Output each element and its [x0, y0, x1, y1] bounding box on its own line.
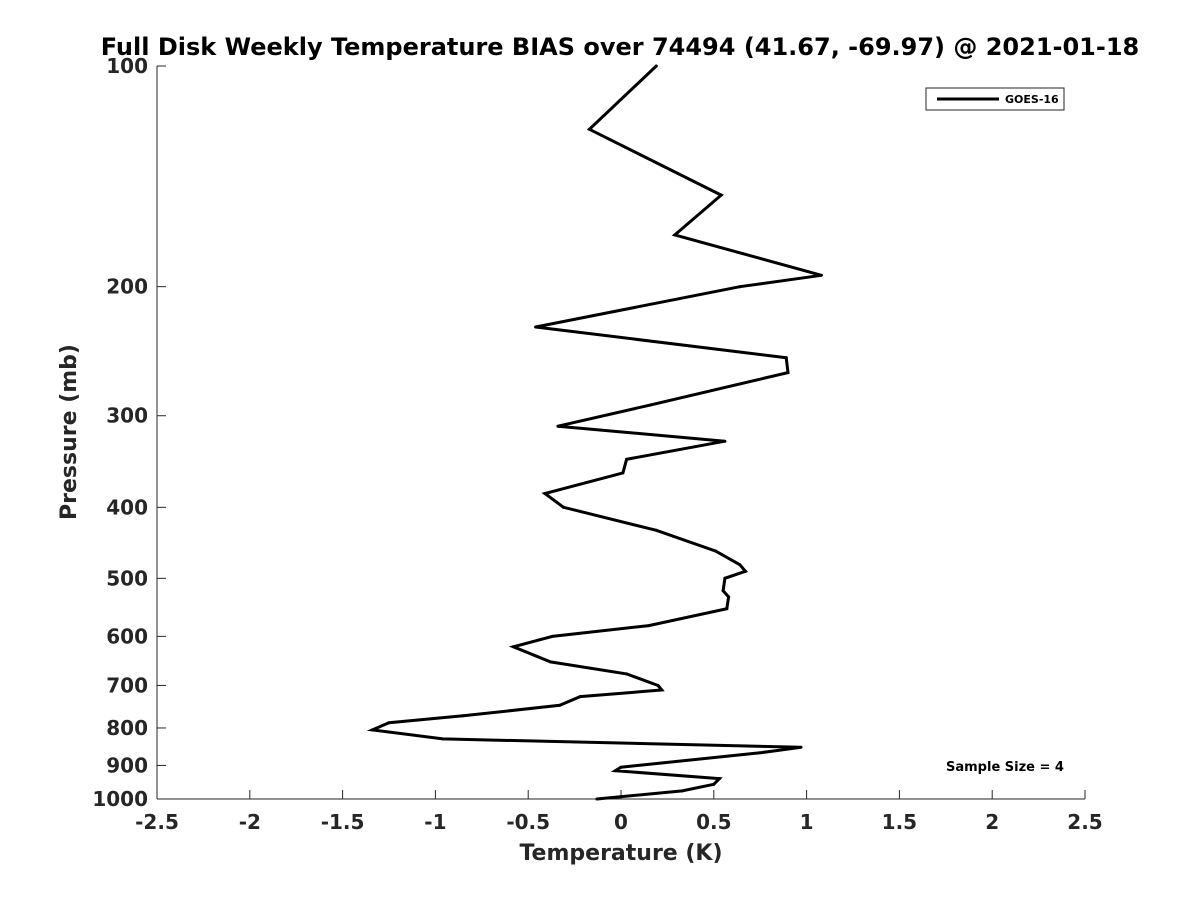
data-point — [370, 728, 374, 732]
data-point — [649, 403, 653, 407]
data-point — [784, 356, 788, 360]
y-tick-label: 500 — [106, 566, 148, 590]
data-point — [714, 549, 718, 553]
chart-title: Full Disk Weekly Temperature BIAS over 7… — [101, 33, 1140, 61]
y-tick-label: 200 — [106, 275, 148, 299]
data-point — [660, 688, 664, 692]
y-ticks: 100 200 300 400 500 600 700 800 900 1000 — [92, 54, 166, 811]
x-tick-label: 0.5 — [696, 810, 731, 834]
data-point — [543, 492, 547, 495]
data-point — [723, 576, 727, 580]
y-tick-label: 800 — [106, 716, 148, 740]
data-point — [595, 797, 599, 801]
data-point — [621, 471, 625, 475]
data-point — [549, 660, 552, 664]
data-point — [725, 607, 729, 611]
data-point — [719, 193, 723, 197]
data-point — [647, 624, 651, 628]
data-point — [558, 703, 562, 707]
data-point — [587, 127, 591, 131]
data-points — [370, 64, 823, 801]
data-point — [680, 789, 684, 793]
x-tick-label: -2 — [239, 810, 261, 834]
data-point — [534, 325, 538, 329]
y-tick-label: 100 — [106, 54, 148, 78]
data-point — [723, 439, 727, 443]
x-tick-label: -0.5 — [506, 810, 550, 834]
y-tick-label: 600 — [106, 624, 148, 648]
x-ticks: -2.5 -2 -1.5 -1 -0.5 0 0.5 1 1.5 2 2.5 — [135, 790, 1103, 834]
data-point — [717, 777, 721, 781]
data-point — [738, 285, 742, 289]
data-point — [613, 769, 617, 773]
x-tick-label: 1 — [800, 810, 814, 834]
data-point — [578, 695, 582, 699]
data-point — [799, 745, 803, 749]
y-tick-label: 400 — [106, 495, 148, 519]
y-tick-label: 300 — [106, 404, 148, 428]
data-point — [727, 595, 731, 599]
x-tick-label: 0 — [614, 810, 628, 834]
y-axis-label: Pressure (mb) — [57, 344, 82, 520]
y-tick-label: 1000 — [92, 787, 148, 811]
data-point — [819, 273, 823, 277]
legend-entry-label: GOES-16 — [1005, 93, 1059, 106]
y-tick-label: 900 — [106, 753, 148, 777]
data-point — [387, 721, 391, 725]
x-tick-label: -1 — [424, 810, 446, 834]
x-tick-label: 1.5 — [882, 810, 917, 834]
data-point — [738, 563, 742, 567]
sample-size-annotation: Sample Size = 4 — [946, 760, 1064, 775]
data-point — [619, 765, 623, 769]
data-point — [654, 528, 658, 532]
data-point — [673, 233, 677, 237]
x-tick-label: 2.5 — [1067, 810, 1102, 834]
data-point — [721, 589, 725, 593]
data-point — [625, 457, 629, 461]
y-tick-label: 700 — [106, 673, 148, 697]
data-point — [743, 569, 747, 573]
data-point — [758, 751, 762, 755]
data-point — [786, 371, 790, 375]
data-point — [550, 634, 554, 638]
data-point — [556, 424, 560, 428]
data-point — [562, 505, 565, 509]
data-point — [511, 645, 515, 649]
data-point — [441, 737, 445, 741]
data-point — [656, 684, 660, 687]
x-tick-label: 2 — [985, 810, 999, 834]
x-tick-label: -2.5 — [135, 810, 179, 834]
data-point — [625, 672, 629, 676]
legend: GOES-16 — [925, 87, 1065, 111]
data-point — [654, 64, 658, 68]
x-axis-label: Temperature (K) — [519, 841, 722, 866]
x-tick-label: -1.5 — [321, 810, 365, 834]
data-point — [461, 714, 465, 718]
data-point — [712, 782, 716, 786]
